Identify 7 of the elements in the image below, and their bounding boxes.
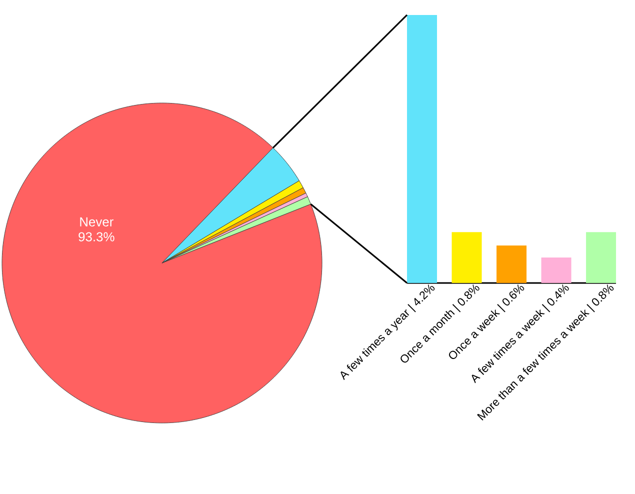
slice-label: Never bbox=[80, 217, 114, 226]
data-label: 93.3% bbox=[78, 232, 114, 242]
bar bbox=[541, 258, 572, 283]
bar bbox=[496, 245, 527, 283]
bar bbox=[586, 232, 616, 283]
bar bbox=[407, 14, 438, 283]
bar bbox=[452, 232, 482, 283]
